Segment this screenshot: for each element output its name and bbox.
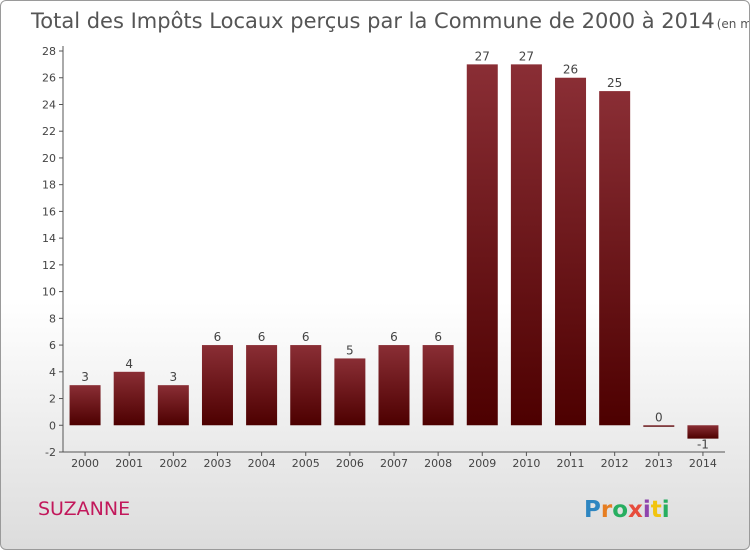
bar <box>599 91 631 426</box>
bar-value-label: 27 <box>519 49 534 63</box>
bar <box>290 345 322 426</box>
y-tick-label: 28 <box>42 45 56 58</box>
y-tick-label: 24 <box>42 98 56 111</box>
x-tick-label: 2008 <box>424 457 452 470</box>
bar-value-label: 26 <box>563 63 578 77</box>
bar <box>334 358 366 426</box>
y-tick-label: 0 <box>49 419 56 432</box>
proxiti-logo: Proxiti <box>584 497 670 523</box>
bar-value-label: 6 <box>258 330 266 344</box>
y-tick-label: 4 <box>49 366 56 379</box>
bar <box>643 425 675 427</box>
x-tick-label: 2005 <box>292 457 320 470</box>
y-tick-label: 8 <box>49 312 56 325</box>
bar-value-label: 5 <box>346 343 354 357</box>
x-tick-label: 2003 <box>203 457 231 470</box>
bar-value-label: 6 <box>302 330 310 344</box>
bar-value-label: 6 <box>434 330 442 344</box>
logo-letter: i <box>643 497 651 523</box>
y-tick-label: -2 <box>45 446 56 459</box>
x-tick-label: 2010 <box>512 457 540 470</box>
bar-value-label: 6 <box>390 330 398 344</box>
x-tick-label: 2012 <box>601 457 629 470</box>
x-tick-label: 2000 <box>71 457 99 470</box>
bar <box>157 385 189 426</box>
logo-letter: P <box>584 497 601 523</box>
y-tick-label: 22 <box>42 125 56 138</box>
commune-name: SUZANNE <box>38 498 130 520</box>
bar <box>422 345 454 426</box>
x-tick-label: 2002 <box>159 457 187 470</box>
y-tick-label: 2 <box>49 393 56 406</box>
x-tick-label: 2007 <box>380 457 408 470</box>
bar-value-label: 6 <box>214 330 222 344</box>
chart-unit: (en milliers d'€) <box>717 17 750 31</box>
x-tick-label: 2004 <box>248 457 276 470</box>
bar <box>246 345 278 426</box>
y-tick-label: 20 <box>42 152 56 165</box>
bar <box>510 64 542 426</box>
y-tick-label: 16 <box>42 205 56 218</box>
logo-letter: i <box>662 497 670 523</box>
y-tick-label: 6 <box>49 339 56 352</box>
y-tick-label: 26 <box>42 72 56 85</box>
bar <box>687 425 719 439</box>
bar-value-label: 3 <box>170 370 178 384</box>
bar-value-label: -1 <box>697 438 709 452</box>
logo-letter: o <box>612 497 628 523</box>
x-tick-label: 2009 <box>468 457 496 470</box>
bar-value-label: 4 <box>125 357 133 371</box>
bar-value-label: 0 <box>655 410 663 424</box>
logo-letter: r <box>601 497 613 523</box>
y-tick-label: 18 <box>42 179 56 192</box>
chart-title: Total des Impôts Locaux perçus par la Co… <box>30 9 715 33</box>
bar <box>555 77 587 426</box>
x-tick-label: 2014 <box>689 457 717 470</box>
logo-letter: t <box>651 497 662 523</box>
bar-value-label: 3 <box>81 370 89 384</box>
bar <box>113 371 145 426</box>
x-tick-label: 2013 <box>645 457 673 470</box>
x-tick-label: 2006 <box>336 457 364 470</box>
x-tick-label: 2011 <box>557 457 585 470</box>
bar <box>466 64 498 426</box>
bar-value-label: 27 <box>475 49 490 63</box>
y-tick-label: 14 <box>42 232 56 245</box>
bar <box>378 345 410 426</box>
y-tick-label: 12 <box>42 259 56 272</box>
bar <box>201 345 233 426</box>
bars: 3 4 3 6 6 6 5 6 6 27 27 26 25 0 -1 <box>69 49 719 452</box>
logo-letter: x <box>628 497 643 523</box>
y-tick-label: 10 <box>42 286 56 299</box>
bar-value-label: 25 <box>607 76 622 90</box>
x-tick-label: 2001 <box>115 457 143 470</box>
bar <box>69 385 101 426</box>
svg-text:Total des Impôts Locaux perçus: Total des Impôts Locaux perçus par la Co… <box>30 9 750 33</box>
